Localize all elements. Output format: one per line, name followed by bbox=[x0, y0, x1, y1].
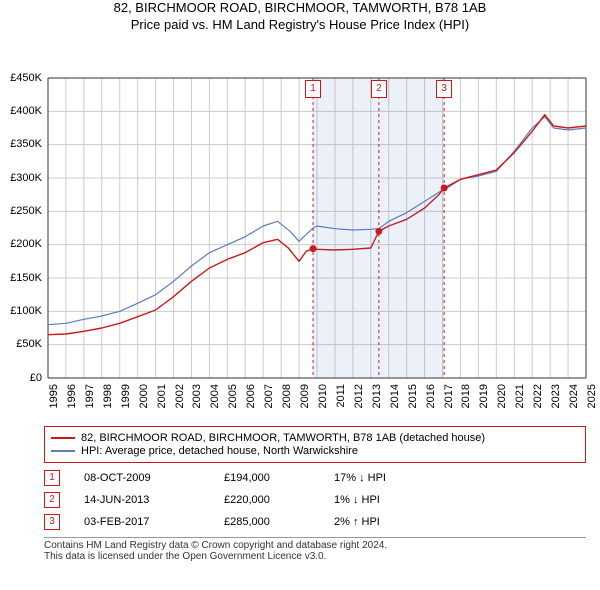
event-date: 14-JUN-2013 bbox=[84, 494, 224, 506]
event-row: 3 03-FEB-2017 £285,000 2% ↑ HPI bbox=[44, 511, 586, 533]
page-title: 82, BIRCHMOOR ROAD, BIRCHMOOR, TAMWORTH,… bbox=[0, 0, 600, 17]
event-delta: 17% ↓ HPI bbox=[334, 472, 444, 484]
legend-label: 82, BIRCHMOOR ROAD, BIRCHMOOR, TAMWORTH,… bbox=[81, 432, 485, 444]
event-marker-icon: 2 bbox=[44, 492, 60, 508]
legend-item-hpi: HPI: Average price, detached house, Nort… bbox=[51, 445, 579, 457]
chart-event-marker: 3 bbox=[436, 80, 452, 98]
event-row: 1 08-OCT-2009 £194,000 17% ↓ HPI bbox=[44, 467, 586, 489]
event-price: £220,000 bbox=[224, 494, 334, 506]
event-delta: 1% ↓ HPI bbox=[334, 494, 444, 506]
attribution-footer: Contains HM Land Registry data © Crown c… bbox=[44, 537, 586, 562]
event-price: £194,000 bbox=[224, 472, 334, 484]
event-row: 2 14-JUN-2013 £220,000 1% ↓ HPI bbox=[44, 489, 586, 511]
price-chart: £0£50K£100K£150K£200K£250K£300K£350K£400… bbox=[0, 38, 600, 420]
chart-event-marker: 2 bbox=[371, 80, 387, 98]
legend-item-property: 82, BIRCHMOOR ROAD, BIRCHMOOR, TAMWORTH,… bbox=[51, 432, 579, 444]
event-marker-icon: 1 bbox=[44, 470, 60, 486]
legend: 82, BIRCHMOOR ROAD, BIRCHMOOR, TAMWORTH,… bbox=[44, 426, 586, 463]
event-date: 03-FEB-2017 bbox=[84, 516, 224, 528]
events-table: 1 08-OCT-2009 £194,000 17% ↓ HPI 2 14-JU… bbox=[44, 467, 586, 533]
chart-event-marker: 1 bbox=[305, 80, 321, 98]
legend-label: HPI: Average price, detached house, Nort… bbox=[81, 445, 358, 457]
event-marker-icon: 3 bbox=[44, 514, 60, 530]
page-subtitle: Price paid vs. HM Land Registry's House … bbox=[0, 17, 600, 34]
event-date: 08-OCT-2009 bbox=[84, 472, 224, 484]
event-delta: 2% ↑ HPI bbox=[334, 516, 444, 528]
event-price: £285,000 bbox=[224, 516, 334, 528]
